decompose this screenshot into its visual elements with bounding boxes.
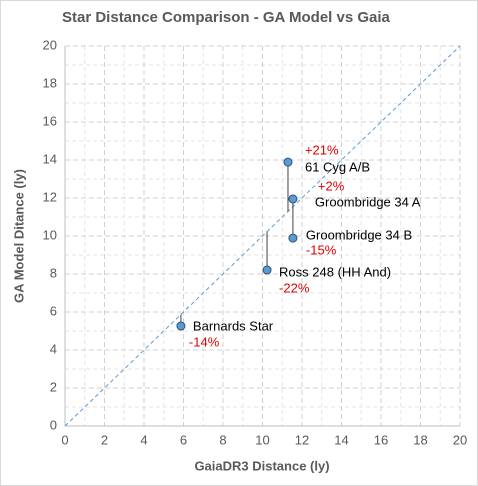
chart-title: Star Distance Comparison - GA Model vs G… [62,9,391,26]
point-label: Groombridge 34 B [306,228,412,243]
annotation: +21% [305,143,339,158]
x-tick-label: 10 [255,432,269,447]
y-axis-title: GA Model Ditance (ly) [11,169,26,303]
scatter-point [176,321,186,331]
x-tick-label: 12 [295,432,309,447]
y-tick-label: 18 [43,75,57,90]
x-tick-label: 0 [61,432,68,447]
y-tick-label: 14 [43,151,57,166]
reference-line [64,45,461,427]
y-tick-label: 10 [43,227,57,242]
y-tick-label: 4 [50,341,57,356]
y-tick-label: 6 [50,303,57,318]
y-tick-label: 0 [50,417,57,432]
x-tick-label: 6 [180,432,187,447]
x-tick-label: 18 [413,432,427,447]
y-tick-label: 20 [43,37,57,52]
x-tick-label: 16 [374,432,388,447]
annotation: -14% [189,334,220,349]
point-label: Ross 248 (HH And) [279,264,391,279]
x-tick-label: 4 [140,432,147,447]
y-tick-label: 12 [43,189,57,204]
y-tick-label: 2 [50,379,57,394]
x-axis-title: GaiaDR3 Distance (ly) [194,458,329,473]
point-label: Barnards Star [193,318,274,333]
y-tick-label: 16 [43,113,57,128]
scatter-point [283,157,293,167]
annotation: -15% [306,243,337,258]
scatter-point [288,194,298,204]
x-tick-label: 2 [101,432,108,447]
point-label: 61 Cyg A/B [305,160,370,175]
y-tick-label: 8 [50,265,57,280]
annotation: +2% [318,178,345,193]
x-tick-label: 14 [334,432,348,447]
x-tick-label: 8 [219,432,226,447]
scatter-point [288,233,298,243]
x-tick-label: 20 [453,432,467,447]
annotation: -22% [279,280,310,295]
point-label: Groombridge 34 A [315,194,421,209]
scatter-point [262,265,272,275]
